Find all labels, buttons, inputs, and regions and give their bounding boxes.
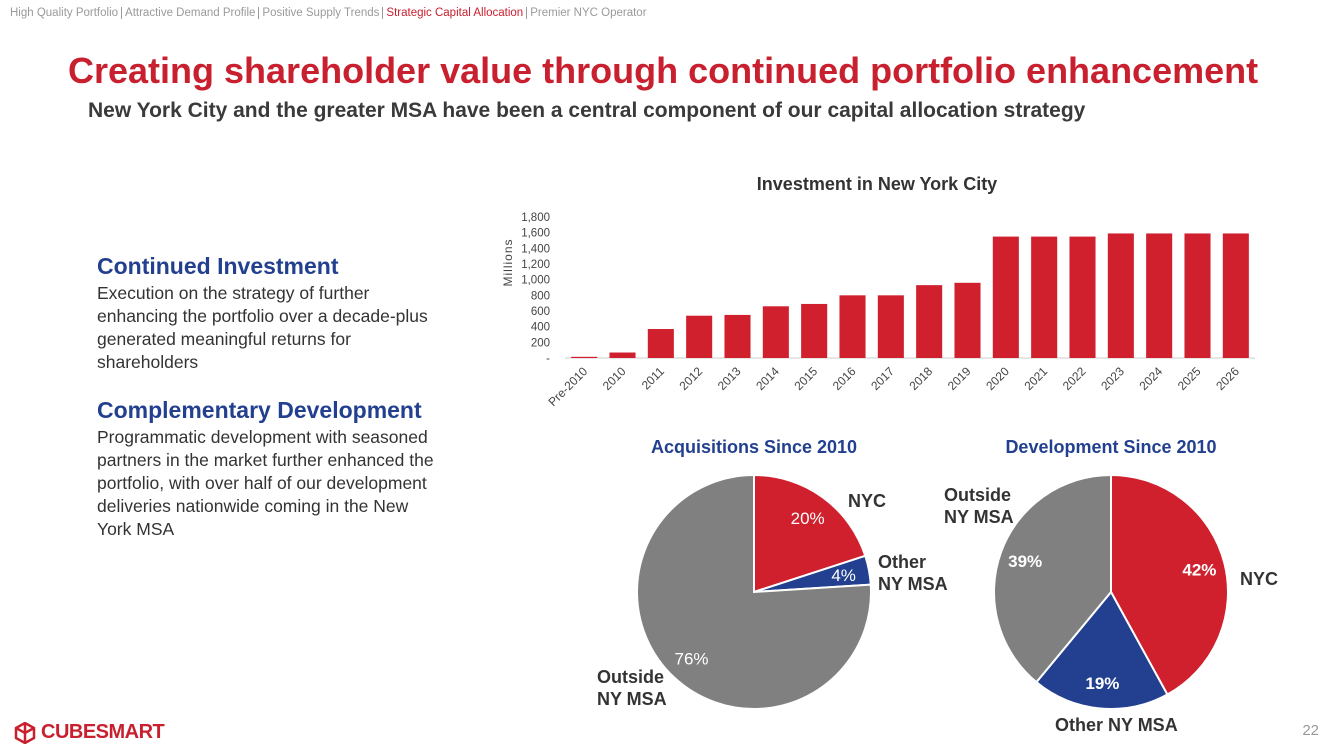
slice-value-label: 4% — [831, 566, 856, 585]
logo-icon — [14, 721, 36, 744]
bar — [609, 352, 636, 358]
y-tick-label: 1,400 — [521, 243, 550, 255]
x-tick-label: 2012 — [677, 364, 706, 393]
x-tick-label: 2019 — [945, 364, 974, 393]
title: Creating shareholder value through conti… — [68, 50, 1259, 91]
pie-slice — [993, 473, 1112, 684]
bar — [877, 295, 904, 358]
x-tick-label: 2011 — [639, 364, 667, 392]
x-tick-label: Pre-2010 — [545, 364, 590, 409]
x-tick-label: 2017 — [868, 364, 897, 393]
nav: High Quality Portfolio Attractive Demand … — [10, 7, 647, 19]
chart-title: Acquisitions Since 2010 — [651, 437, 857, 457]
bar — [647, 329, 674, 358]
pie-slice — [636, 473, 872, 710]
nav-item[interactable]: High Quality Portfolio — [10, 7, 119, 19]
bar — [801, 303, 828, 358]
bar — [762, 306, 789, 358]
slice-category-label: Other NY MSA — [878, 552, 948, 594]
y-tick-label: 800 — [531, 290, 550, 302]
bar — [724, 314, 751, 358]
x-tick-label: 2015 — [792, 364, 821, 393]
bar — [839, 295, 866, 358]
bar — [686, 315, 713, 358]
bar — [954, 282, 981, 358]
x-tick-label: 2025 — [1175, 364, 1204, 393]
section: Continued Investment Execution on the st… — [97, 253, 442, 374]
x-tick-label: 2022 — [1060, 364, 1089, 393]
subtitle: New York City and the greater MSA have b… — [88, 99, 1086, 122]
slice-category-label: Outside NY MSA — [597, 667, 667, 709]
slice-category-label: NYC — [1240, 569, 1279, 589]
pie-slice — [1110, 473, 1229, 696]
nav-item[interactable]: Attractive Demand Profile — [121, 7, 256, 19]
y-tick-label: 200 — [531, 337, 550, 349]
x-tick-label: 2016 — [830, 364, 859, 393]
x-tick-label: 2023 — [1098, 364, 1127, 393]
chart-title: Development Since 2010 — [1005, 437, 1216, 457]
bar — [1107, 233, 1134, 358]
slice-value-label: 39% — [1008, 552, 1042, 571]
slice-value-label: 20% — [791, 509, 825, 528]
x-tick-label: 2013 — [715, 364, 744, 393]
nav-item[interactable]: Strategic Capital Allocation — [382, 7, 524, 19]
x-tick-label: 2024 — [1137, 364, 1166, 393]
slice-category-label: Other NY MSA — [1055, 715, 1178, 735]
slice-category-label: NYC — [848, 491, 887, 511]
bar — [992, 236, 1019, 358]
y-tick-label: 1,800 — [521, 212, 550, 224]
pie-slice — [1035, 590, 1169, 710]
section-body: Programmatic development with seasoned p… — [97, 427, 434, 539]
section-heading: Complementary Development — [97, 397, 422, 423]
x-tick-label: 2010 — [600, 364, 629, 393]
bar — [1146, 233, 1173, 358]
section: Complementary Development Programmatic d… — [97, 397, 442, 541]
nav-item[interactable]: Premier NYC Operator — [526, 7, 647, 19]
x-tick-label: 2014 — [753, 364, 782, 393]
bar — [916, 285, 943, 358]
slice-value-label: 42% — [1182, 560, 1216, 579]
y-tick-label: 400 — [531, 322, 550, 334]
bar — [1222, 233, 1249, 358]
pie-slice — [753, 473, 867, 594]
logo: CubeSmart — [14, 721, 165, 744]
y-tick-label: - — [546, 353, 550, 365]
x-tick-label: 2026 — [1213, 364, 1242, 393]
bar — [571, 356, 598, 358]
y-tick-label: 600 — [531, 306, 550, 318]
section-body: Execution on the strategy of further enh… — [97, 283, 428, 372]
bar — [1069, 236, 1096, 358]
y-tick-label: 1,600 — [521, 228, 550, 240]
chart-title: Investment in New York City — [757, 174, 997, 194]
nav-item[interactable]: Positive Supply Trends — [258, 7, 380, 19]
section-heading: Continued Investment — [97, 253, 339, 279]
slice-value-label: 19% — [1085, 674, 1119, 693]
y-axis-label: Millions — [501, 238, 515, 286]
x-tick-label: 2018 — [907, 364, 936, 393]
logo-text: CubeSmart — [41, 721, 165, 743]
bar — [1184, 233, 1211, 358]
x-tick-label: 2021 — [1022, 364, 1051, 393]
slice-category-label: Outside NY MSA — [944, 485, 1014, 527]
slice-value-label: 76% — [675, 650, 709, 669]
page-number: 22 — [1302, 722, 1319, 739]
bar — [1031, 236, 1058, 358]
y-tick-label: 1,000 — [521, 275, 550, 287]
x-tick-label: 2020 — [983, 364, 1012, 393]
y-tick-label: 1,200 — [521, 259, 550, 271]
